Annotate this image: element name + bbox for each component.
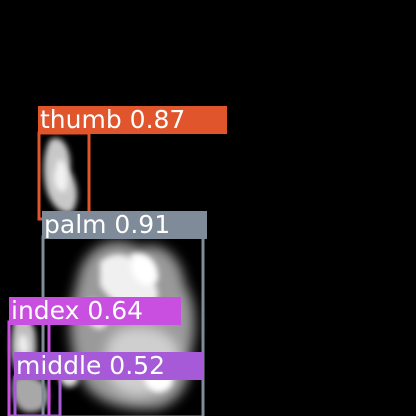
thumb-label: thumb 0.87 xyxy=(38,106,227,134)
palm-label: palm 0.91 xyxy=(42,211,207,239)
index-label: index 0.64 xyxy=(9,297,181,325)
middle-label: middle 0.52 xyxy=(14,352,204,380)
